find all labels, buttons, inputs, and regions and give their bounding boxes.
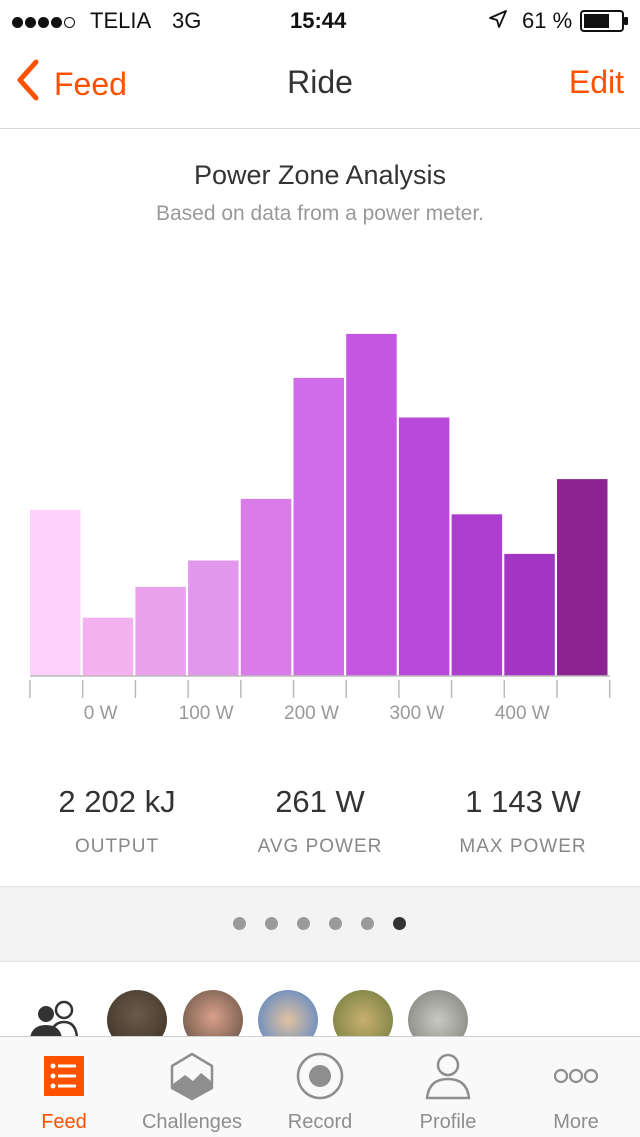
page-dot[interactable] — [329, 917, 342, 930]
carrier-label: TELIA — [90, 8, 152, 33]
battery-icon — [580, 10, 630, 38]
tab-feed-label: Feed — [41, 1111, 87, 1133]
bar-100-150-w — [188, 560, 239, 676]
profile-icon — [423, 1051, 473, 1101]
page-dot-active[interactable] — [393, 917, 406, 930]
chart-subtitle: Based on data from a power meter. — [155, 202, 484, 225]
x-tick-label: 400 W — [495, 703, 550, 724]
x-tick-label: 300 W — [389, 703, 444, 724]
chart-title: Power Zone Analysis — [193, 160, 447, 190]
page-dot[interactable] — [297, 917, 310, 930]
battery-percent: 61 % — [522, 8, 573, 33]
bar-250-300-w — [346, 333, 397, 676]
avg-power-label: AVG POWER — [257, 836, 383, 857]
navigation-bar: Feed Ride Edit — [0, 40, 640, 129]
bar-300-350-w — [398, 417, 450, 676]
network-label: 3G — [172, 8, 202, 33]
tab-more-label: More — [553, 1111, 599, 1133]
page-indicator[interactable] — [0, 886, 640, 962]
bar-150-200-w — [240, 498, 292, 676]
output-value: 2 202 kJ — [58, 784, 176, 819]
tab-challenges-label: Challenges — [141, 1111, 243, 1133]
bar-50-100-w — [135, 586, 186, 676]
kudos-row[interactable] — [0, 962, 640, 1037]
tab-profile-label: Profile — [419, 1111, 477, 1133]
feed-icon — [39, 1051, 89, 1101]
tab-challenges[interactable]: Challenges — [128, 1037, 256, 1137]
power-zone-histogram: 0 W 100 W 200 W 300 W 400 W — [29, 333, 611, 724]
avatar[interactable] — [258, 990, 318, 1037]
bar-400-450-w — [504, 553, 555, 676]
tab-feed[interactable]: Feed — [0, 1037, 128, 1137]
tab-profile[interactable]: Profile — [384, 1037, 512, 1137]
signal-strength-icon — [12, 8, 77, 34]
max-power-value: 1 143 W — [465, 784, 581, 819]
output-label: OUTPUT — [74, 836, 160, 857]
x-tick-label: 100 W — [179, 703, 234, 724]
avatar[interactable] — [183, 990, 243, 1037]
more-icon — [551, 1051, 601, 1101]
back-button-label: Feed — [54, 65, 127, 102]
tab-more[interactable]: More — [512, 1037, 640, 1137]
people-icon[interactable] — [30, 998, 79, 1037]
edit-button[interactable]: Edit — [568, 64, 624, 100]
back-button[interactable]: Feed — [12, 59, 127, 106]
challenges-icon — [167, 1051, 217, 1101]
tab-record-label: Record — [287, 1111, 353, 1133]
location-arrow-icon — [488, 9, 508, 35]
x-tick-label: 200 W — [284, 703, 339, 724]
avatar[interactable] — [333, 990, 393, 1037]
x-tick-label: 0 W — [84, 703, 118, 724]
bar-350-400-w — [451, 514, 503, 676]
bar-450-w — [557, 479, 608, 676]
status-bar: TELIA 3G 15:44 61 % — [0, 0, 640, 40]
tab-bar: Feed Challenges Record Profile — [0, 1036, 640, 1137]
bar-0-50-w — [82, 617, 134, 676]
tab-record[interactable]: Record — [256, 1037, 384, 1137]
page-dot[interactable] — [361, 917, 374, 930]
page-title: Ride — [287, 64, 353, 100]
avg-power-value: 261 W — [275, 784, 365, 819]
bar--0-w — [30, 509, 81, 676]
max-power-label: MAX POWER — [459, 836, 587, 857]
clock: 15:44 — [290, 8, 347, 33]
avatar[interactable] — [408, 990, 468, 1037]
bar-200-250-w — [293, 377, 344, 676]
chevron-left-icon — [12, 58, 42, 110]
page-dot[interactable] — [233, 917, 246, 930]
avatar[interactable] — [107, 990, 167, 1037]
page-dot[interactable] — [265, 917, 278, 930]
record-icon — [295, 1051, 345, 1101]
